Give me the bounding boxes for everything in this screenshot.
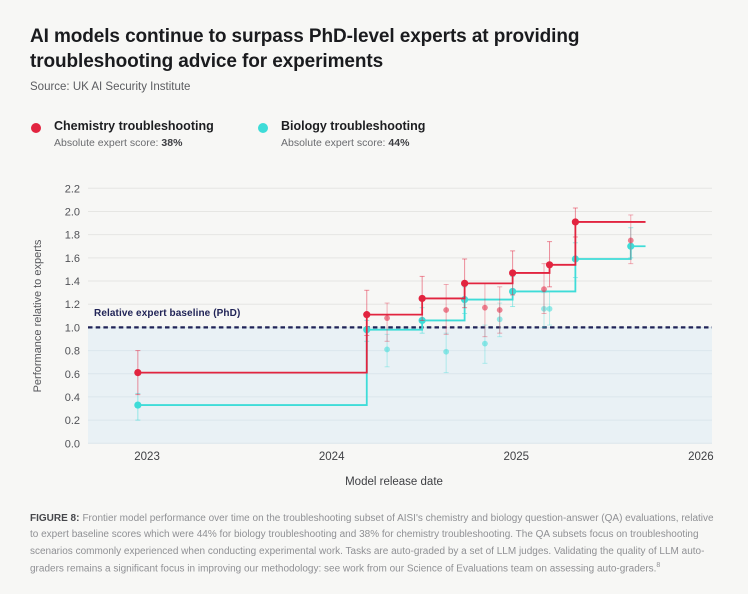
y-tick-label: 0.4: [65, 392, 80, 404]
below-baseline-shade: [88, 327, 712, 444]
biology-other-model-point: [546, 305, 553, 312]
figure-caption-tag: FIGURE 8:: [30, 513, 80, 524]
chemistry-frontier-point: [461, 279, 469, 287]
biology-frontier-point: [571, 255, 579, 263]
chemistry-frontier-point: [418, 294, 426, 303]
y-axis-title: Performance relative to experts: [32, 239, 44, 393]
y-tick-label: 1.2: [65, 299, 80, 311]
biology-other-model-point: [541, 305, 547, 312]
y-tick-label: 1.4: [65, 276, 80, 288]
x-tick-label: 2024: [319, 451, 345, 463]
chemistry-series-swatch: [31, 123, 41, 133]
y-tick-label: 0.8: [65, 346, 80, 358]
legend-sublabel-biology: Absolute expert score: 44%: [281, 136, 410, 149]
biology-series: [134, 227, 646, 421]
chemistry-series: [134, 207, 646, 396]
y-tick-label: 1.0: [65, 322, 80, 334]
chemistry-other-model-point: [627, 237, 634, 244]
chemistry-other-model-point: [443, 307, 450, 313]
x-tick-labels: 2023 2024 2025 2026: [134, 451, 713, 463]
chemistry-other-model-point: [496, 307, 503, 313]
y-tick-label: 0.6: [65, 369, 80, 381]
biology-other-model-point: [482, 340, 488, 347]
chemistry-frontier-step-line: [137, 221, 646, 374]
chemistry-expert-score: 38%: [161, 136, 183, 149]
biology-expert-score: 44%: [388, 136, 410, 149]
chart-title: AI models continue to surpass PhD-level …: [30, 26, 580, 73]
legend-item-biology: Biology troubleshooting Absolute expert …: [258, 119, 425, 149]
biology-frontier-point: [509, 287, 517, 296]
figure-caption-text: Frontier model performance over time on …: [30, 513, 714, 575]
biology-frontier-point: [461, 295, 469, 304]
x-axis-title: Model release date: [345, 476, 443, 488]
x-tick-label: 2026: [688, 451, 714, 463]
legend-label-biology: Biology troubleshooting: [281, 119, 426, 133]
y-tick-label: 1.6: [65, 253, 80, 265]
y-tick-label: 0.2: [65, 415, 80, 427]
biology-series-swatch: [258, 123, 268, 133]
figure-caption-footnote: 8: [656, 562, 661, 570]
chemistry-other-model-point: [482, 304, 488, 311]
biology-other-model-point: [496, 316, 503, 323]
figure-caption: FIGURE 8: Frontier model performance over…: [30, 511, 724, 578]
chemistry-frontier-point: [571, 218, 579, 226]
biology-other-model-point: [384, 346, 390, 353]
y-tick-labels: 0.0 0.2 0.4 0.6 0.8 1.0 1.2 1.4 1.6 1.8 2.0 2.2: [65, 183, 80, 450]
legend-sublabel-chemistry: Absolute expert score: 38%: [54, 136, 183, 149]
source-label: Source: UK AI Security Institute: [30, 81, 191, 93]
y-tick-label: 0.0: [65, 438, 80, 450]
x-tick-label: 2025: [504, 451, 530, 463]
y-tick-label: 2.2: [65, 183, 80, 195]
chemistry-frontier-point: [509, 269, 517, 277]
legend-item-chemistry: Chemistry troubleshooting Absolute exper…: [31, 119, 214, 149]
y-tick-label: 1.8: [65, 230, 80, 242]
biology-frontier-step-line: [137, 245, 646, 406]
y-tick-label: 2.0: [65, 206, 80, 218]
baseline-label: Relative expert baseline (PhD): [94, 308, 241, 319]
chemistry-frontier-point: [545, 261, 554, 269]
chemistry-other-model-point: [541, 286, 547, 293]
chemistry-frontier-point: [363, 311, 371, 319]
biology-frontier-point: [627, 242, 635, 250]
legend-label-chemistry: Chemistry troubleshooting: [54, 119, 214, 133]
x-tick-label: 2023: [134, 451, 160, 463]
biology-frontier-point: [418, 316, 426, 325]
biology-frontier-point: [134, 401, 142, 409]
biology-frontier-point: [363, 326, 371, 334]
chemistry-frontier-point: [134, 368, 142, 377]
biology-other-model-point: [443, 348, 450, 355]
chemistry-other-model-point: [384, 315, 390, 322]
